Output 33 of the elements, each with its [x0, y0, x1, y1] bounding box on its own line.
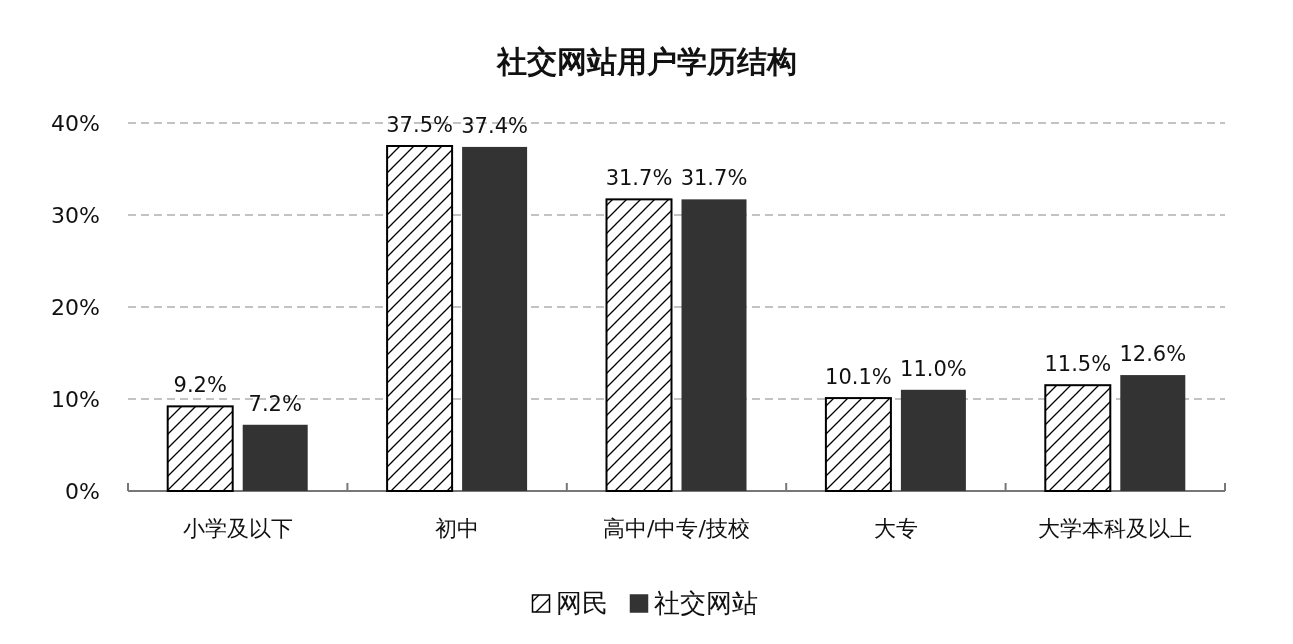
data-label: 11.0% [900, 356, 967, 381]
bar [1120, 375, 1186, 491]
x-tick-label: 高中/中专/技校 [603, 516, 750, 541]
y-tick-label: 10% [51, 387, 100, 412]
legend-label: 网民 [555, 588, 608, 618]
data-label: 11.5% [1044, 352, 1112, 377]
data-label: 37.4% [461, 113, 528, 138]
bar [824, 397, 892, 492]
y-tick-label: 0% [65, 479, 100, 504]
y-tick-label: 20% [51, 295, 100, 320]
data-label: 9.2% [173, 373, 227, 398]
data-label: 12.6% [1119, 342, 1187, 367]
data-label: 10.1% [825, 365, 892, 390]
y-tick-label: 40% [51, 111, 100, 136]
bar [681, 199, 747, 491]
bar [242, 424, 308, 491]
chart-title: 社交网站用户学历结构 [495, 44, 797, 79]
x-tick-label: 大学本科及以上 [1038, 516, 1193, 541]
y-tick-label: 30% [51, 203, 100, 228]
bar [462, 146, 528, 491]
data-label: 7.2% [248, 391, 302, 416]
bar [386, 145, 454, 492]
data-label: 37.5% [386, 113, 453, 137]
data-label: 31.7% [680, 166, 748, 191]
bar [166, 405, 234, 492]
x-tick-label: 小学及以下 [182, 516, 293, 541]
data-label: 31.7% [605, 166, 673, 191]
bar [1044, 384, 1112, 492]
bar [900, 389, 966, 491]
legend-label: 社交网站 [653, 588, 758, 618]
x-tick-label: 大专 [873, 516, 918, 541]
bar [605, 198, 673, 492]
x-tick-label: 初中 [435, 516, 480, 541]
